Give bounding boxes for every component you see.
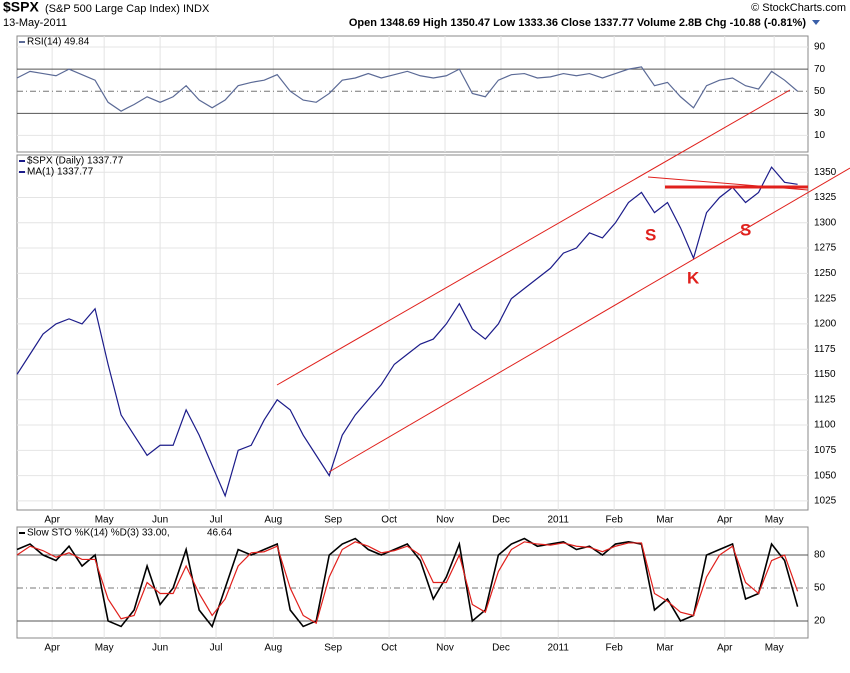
legend-label: $SPX (Daily) 1337.77: [27, 156, 124, 167]
x-tick-label: Apr: [717, 643, 733, 654]
panel-frame: [16, 154, 809, 511]
y-tick-label: 1050: [814, 470, 837, 481]
x-tick-label: Sep: [324, 515, 342, 526]
y-tick-label: 10: [814, 130, 826, 141]
symbol: $SPX: [3, 0, 39, 15]
panel-frame: [16, 526, 809, 639]
quote: Open 1348.69 High 1350.47 Low 1333.36 Cl…: [349, 17, 806, 29]
x-tick-label: May: [95, 643, 114, 654]
y-tick-label: 1025: [814, 496, 837, 507]
x-tick-label: Oct: [381, 515, 397, 526]
y-tick-label: 90: [814, 42, 826, 53]
x-tick-label: Jun: [152, 515, 168, 526]
series-line: [16, 66, 798, 112]
x-tick-label: Jul: [210, 515, 223, 526]
x-tick-label: Aug: [264, 515, 282, 526]
y-tick-label: 50: [814, 583, 826, 594]
y-tick-label: 1225: [814, 293, 837, 304]
x-tick-label: Mar: [656, 643, 674, 654]
upper-channel: [276, 89, 791, 386]
x-tick-label: Aug: [264, 643, 282, 654]
y-tick-label: 70: [814, 64, 826, 75]
y-tick-label: 1275: [814, 243, 837, 254]
y-tick-label: 80: [814, 550, 826, 561]
x-tick-label: Feb: [606, 515, 624, 526]
x-tick-label: Jun: [152, 643, 168, 654]
y-tick-label: 1075: [814, 445, 837, 456]
x-tick-label: Apr: [44, 643, 60, 654]
annotation: S: [740, 220, 751, 239]
y-tick-label: 1325: [814, 192, 837, 203]
legend-label: MA(1) 1337.77: [27, 167, 94, 178]
y-tick-label: 1100: [814, 420, 836, 431]
x-tick-label: Dec: [492, 643, 510, 654]
lower-channel: [328, 167, 850, 473]
series-line: [16, 541, 799, 625]
panels: 10 30 50 70 90 RSI(14) 49.84 Apr May Jun Jul Aug Se…: [16, 35, 837, 654]
legend-label: RSI(14) 49.84: [27, 37, 90, 48]
dropdown-icon[interactable]: [812, 20, 820, 25]
y-tick-label: 30: [814, 108, 826, 119]
x-tick-label: May: [765, 515, 784, 526]
y-tick-label: 1150: [814, 369, 836, 380]
x-tick-label: Apr: [717, 515, 733, 526]
y-tick-label: 1125: [814, 394, 836, 405]
x-tick-label: May: [765, 643, 784, 654]
panel-frame: [16, 35, 809, 153]
y-tick-label: 1250: [814, 268, 837, 279]
x-tick-label: Feb: [606, 643, 624, 654]
annotation: S: [645, 225, 656, 244]
x-tick-label: Sep: [324, 643, 342, 654]
legend-label: Slow STO %K(14) %D(3) 33.00,: [27, 528, 170, 539]
x-tick-label: Nov: [436, 643, 454, 654]
trendlines: [276, 89, 850, 473]
y-tick-label: 1175: [814, 344, 836, 355]
x-tick-label: Dec: [492, 515, 510, 526]
x-tick-label: Jul: [210, 643, 223, 654]
credit: © StockCharts.com: [751, 2, 846, 14]
series-line: [16, 537, 799, 629]
y-tick-label: 1200: [814, 319, 837, 330]
x-tick-label: Oct: [381, 643, 397, 654]
x-tick-label: Mar: [656, 515, 674, 526]
symbol-name: (S&P 500 Large Cap Index) INDX: [45, 3, 210, 15]
annotation: K: [687, 268, 700, 287]
y-tick-label: 50: [814, 86, 826, 97]
legend-label: 46.64: [207, 528, 232, 539]
y-tick-label: 20: [814, 616, 826, 627]
date: 13-May-2011: [3, 17, 67, 29]
y-tick-label: 1300: [814, 217, 837, 228]
x-tick-label: May: [95, 515, 114, 526]
y-tick-label: 1350: [814, 167, 837, 178]
x-tick-label: Nov: [436, 515, 454, 526]
x-tick-label: 2011: [547, 515, 569, 526]
series-line: [16, 166, 798, 498]
x-tick-label: 2011: [547, 643, 569, 654]
x-tick-label: Apr: [44, 515, 60, 526]
